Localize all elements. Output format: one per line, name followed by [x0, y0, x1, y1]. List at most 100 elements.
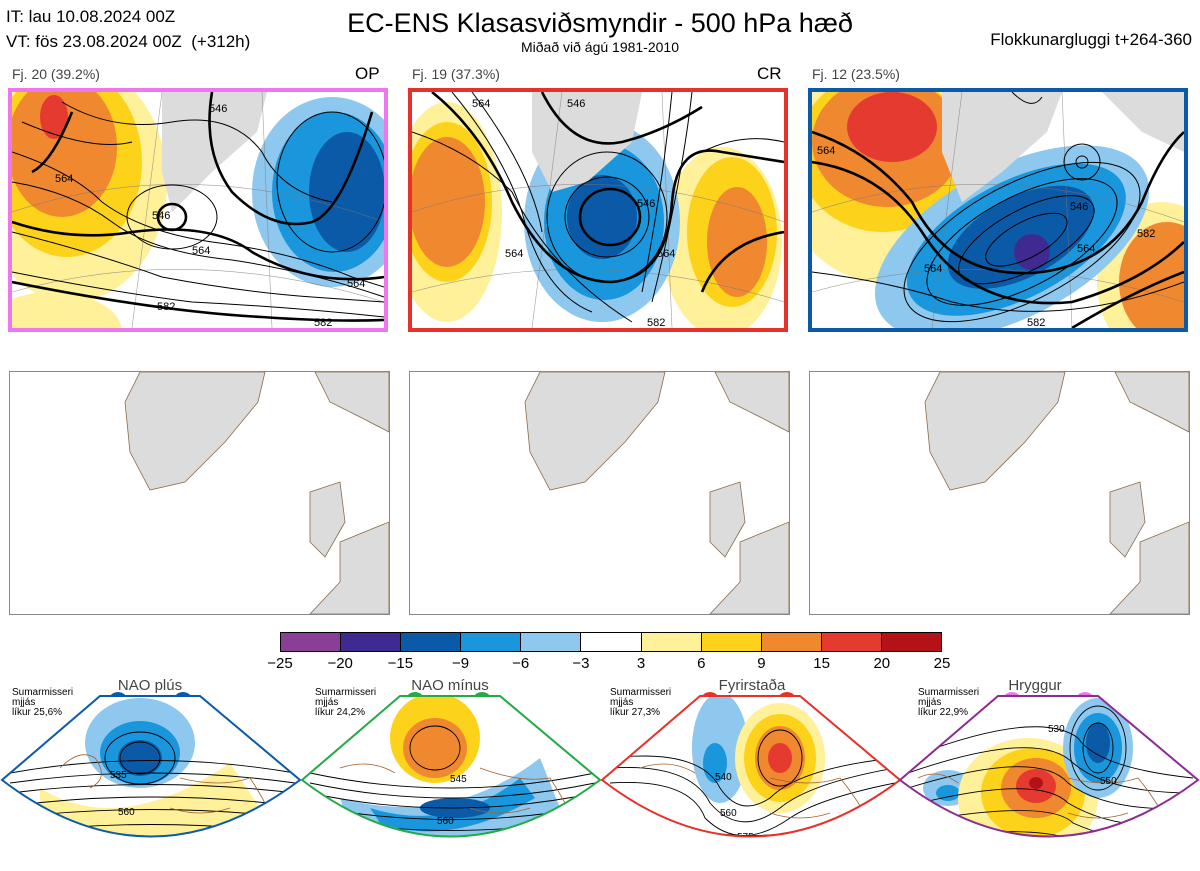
contour-label: 564	[505, 248, 523, 260]
contour-label: 530	[1048, 724, 1065, 735]
contour-label: 546	[637, 198, 655, 210]
empty-map-1	[9, 371, 390, 615]
contour-label: 582	[1027, 317, 1045, 328]
regime-4-map: 530 550 575	[898, 695, 1200, 848]
colorbar-segment	[340, 633, 401, 651]
contour-label: 564	[657, 248, 675, 260]
regime-months: mjjás	[918, 697, 942, 708]
regime-probability: líkur 22,9%	[918, 707, 969, 718]
colorbar-segment	[880, 633, 942, 651]
contour-label: 564	[192, 245, 210, 257]
empty-map-2	[409, 371, 790, 615]
colorbar-segment	[400, 633, 461, 651]
cluster-3-label: Fj. 12 (23.5%)	[812, 66, 900, 82]
regime-season: Sumarmisseri	[610, 687, 672, 698]
regime-1-map: 535 560	[0, 695, 302, 838]
contour-label: 564	[472, 98, 490, 110]
contour-label: 546	[152, 210, 170, 222]
empty-map-3	[809, 371, 1190, 615]
colorbar-tick-label: 25	[933, 655, 951, 672]
regime-2-map: 545 560 575	[300, 695, 602, 861]
contour-label: 546	[209, 103, 227, 115]
regime-months: mjjás	[610, 697, 634, 708]
colorbar-tick-label: 9	[757, 655, 766, 672]
cluster-map-2-field: 564 546 546 564 564 582	[412, 92, 784, 328]
contour-label: 550	[1100, 776, 1117, 787]
regime-months: mjjás	[315, 697, 339, 708]
regime-4-title: Hryggur	[1008, 677, 1062, 694]
land-outline	[924, 372, 1189, 614]
contour-label: 582	[314, 317, 332, 328]
contour-label: 560	[720, 808, 737, 819]
page-subtitle: Miðað við ágú 1981-2010	[520, 39, 679, 55]
contour-label: 564	[924, 263, 942, 275]
colorbar-tick-label: −25	[267, 655, 293, 672]
land-outline	[124, 372, 389, 614]
contour-label: 540	[715, 772, 732, 783]
regime-4-stats: Sumarmisseri mjjás líkur 22,9%	[918, 688, 979, 718]
land-outline	[524, 372, 789, 614]
contour-label: 535	[110, 770, 127, 781]
contour-label: 564	[1077, 243, 1095, 255]
colorbar-tick-label: −6	[512, 655, 530, 672]
header-times: IT: lau 10.08.2024 00Z VT: fös 23.08.2024…	[6, 4, 250, 54]
colorbar-tick-label: 15	[813, 655, 830, 672]
contour-label: 546	[567, 98, 585, 110]
regime-season: Sumarmisseri	[12, 687, 74, 698]
colorbar-segment	[520, 633, 581, 651]
contour-label: 560	[437, 816, 454, 827]
cluster-1-label: Fj. 20 (39.2%)	[12, 66, 100, 82]
regime-probability: líkur 25,6%	[12, 707, 63, 718]
valid-time: VT: fös 23.08.2024 00Z (+312h)	[6, 32, 251, 51]
colorbar-segment	[700, 633, 761, 651]
colorbar-tick-label: −9	[451, 655, 470, 672]
contour-label: 582	[157, 301, 175, 313]
colorbar-tick-label: −15	[387, 655, 414, 672]
contour-label: 575	[1093, 837, 1110, 848]
page-title: EC-ENS Klasasviðsmyndir - 500 hPa hæð	[347, 8, 853, 38]
contour-label: 582	[647, 317, 665, 328]
cluster-map-3: 564 546 564 564 582 582	[808, 88, 1188, 332]
cluster-1-tag: OP	[355, 64, 380, 83]
contour-label: 575	[737, 832, 754, 843]
contour-label: 564	[817, 145, 835, 157]
regime-3-map: 540 560 575	[600, 695, 902, 843]
colorbar-segment	[820, 633, 881, 651]
cluster-map-2: 564 546 546 564 564 582	[408, 88, 788, 332]
contour-label: 575	[446, 850, 463, 861]
colorbar-tick-label: −3	[572, 655, 590, 672]
cluster-2-label: Fj. 19 (37.3%)	[412, 66, 500, 82]
classification-window: Flokkunargluggi t+264-360	[990, 30, 1192, 49]
regime-months: mjjás	[12, 697, 36, 708]
cluster-map-1-field: 546 564 546 564 582 564 582	[12, 92, 384, 328]
contour-label: 546	[1070, 201, 1088, 213]
init-time: IT: lau 10.08.2024 00Z	[6, 7, 176, 26]
regime-season: Sumarmisseri	[918, 687, 980, 698]
colorbar-ticks: −25 −20 −15 −9 −6 −3 3 6 9 15 20 25	[260, 655, 962, 675]
colorbar-segment	[281, 633, 341, 651]
cluster-map-3-field: 564 546 564 564 582 582	[812, 92, 1184, 328]
regime-2-title: NAO mínus	[411, 677, 489, 694]
colorbar-tick-label: 3	[636, 655, 646, 672]
colorbar-segment	[460, 633, 521, 651]
contour-label: 564	[55, 173, 73, 185]
contour-label: 545	[450, 774, 467, 785]
cluster-map-1: 546 564 546 564 582 564 582	[8, 88, 388, 332]
colorbar-tick-label: 6	[697, 655, 706, 672]
regime-season: Sumarmisseri	[315, 687, 377, 698]
colorbar-segment	[760, 633, 821, 651]
regime-1-stats: Sumarmisseri mjjás líkur 25,6%	[12, 688, 73, 718]
contour-label: 582	[1137, 228, 1155, 240]
colorbar-segment	[640, 633, 701, 651]
regime-1-title: NAO plús	[117, 677, 183, 694]
contour-label: 564	[347, 278, 365, 290]
regime-2-stats: Sumarmisseri mjjás líkur 24,2%	[315, 688, 376, 718]
colorbar-tick-label: 20	[873, 655, 891, 672]
colorbar	[280, 632, 942, 652]
contour-label: 560	[118, 807, 135, 818]
colorbar-segment	[580, 633, 641, 651]
regime-3-stats: Sumarmisseri mjjás líkur 27,3%	[610, 688, 671, 718]
cluster-2-tag: CR	[757, 64, 782, 83]
colorbar-tick-label: −20	[327, 655, 353, 672]
regime-probability: líkur 24,2%	[315, 707, 366, 718]
